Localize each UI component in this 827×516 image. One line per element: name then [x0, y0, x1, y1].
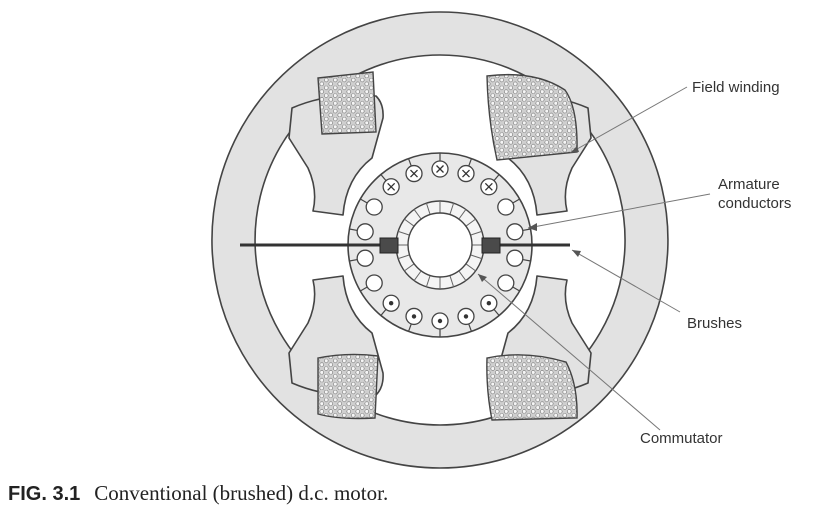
commutator-segment-divider — [449, 275, 455, 288]
commutator-segment-divider — [425, 275, 431, 288]
armature-conductor — [360, 274, 383, 292]
commutator-segment-divider — [470, 230, 483, 236]
armature-conductor — [405, 158, 423, 183]
commutator-segment-divider — [470, 254, 483, 260]
armature-conductor — [380, 294, 400, 316]
armature-conductors — [349, 153, 531, 337]
leader-field-winding — [569, 86, 688, 154]
commutator-segment-divider — [397, 254, 410, 260]
armature-conductor — [431, 153, 449, 178]
shaft — [407, 212, 473, 278]
commutator-segment-divider — [413, 270, 422, 281]
label-commutator: Commutator — [640, 430, 723, 447]
leader-armature — [527, 193, 711, 229]
arrow-field-winding — [570, 146, 579, 153]
leader-commutator — [477, 273, 661, 431]
armature-conductor — [457, 158, 475, 183]
armature-conductor — [380, 174, 400, 196]
brush-right — [481, 237, 501, 254]
armature-conductor — [349, 223, 374, 241]
figure-caption-text: Conventional (brushed) d.c. motor. — [94, 481, 389, 505]
commutator-segments — [396, 201, 484, 289]
leader-brushes — [571, 249, 681, 313]
armature-conductor — [506, 249, 531, 267]
label-brushes: Brushes — [687, 315, 742, 332]
commutator-segment-divider — [425, 202, 431, 215]
commutator-segment-divider — [449, 202, 455, 215]
arrow-armature — [528, 223, 537, 231]
field-winding-bottom-left — [317, 353, 379, 420]
armature-conductor — [480, 294, 500, 316]
commutator-segment-divider — [404, 263, 415, 272]
label-armature-line1: Armature — [718, 176, 780, 193]
commutator-segment-divider — [397, 230, 410, 236]
armature-conductor — [506, 223, 531, 241]
armature-conductor — [457, 307, 475, 332]
label-field-winding: Field winding — [692, 79, 780, 96]
commutator-segment-divider — [465, 263, 476, 272]
armature-conductor — [349, 249, 374, 267]
figure-number: FIG. 3.1 — [8, 483, 81, 505]
brush-left — [379, 237, 399, 254]
armature-conductor — [497, 198, 520, 216]
figure-caption: FIG. 3.1 Conventional (brushed) d.c. moto… — [8, 481, 388, 506]
arrow-commutator — [478, 274, 487, 282]
armature-conductor — [405, 307, 423, 332]
field-winding-top-right — [486, 73, 578, 161]
commutator-segment-divider — [465, 218, 476, 227]
armature-conductor — [360, 198, 383, 216]
field-winding-top-left — [317, 71, 377, 135]
armature-conductor — [480, 174, 500, 196]
field-winding-bottom-right — [486, 354, 578, 421]
commutator-segment-divider — [404, 218, 415, 227]
label-armature-line2: conductors — [718, 195, 791, 212]
armature-conductor — [431, 312, 449, 337]
arrow-brushes — [572, 250, 581, 257]
armature-conductor — [497, 274, 520, 292]
commutator-segment-divider — [413, 209, 422, 220]
commutator-segment-divider — [458, 270, 467, 281]
commutator-segment-divider — [458, 209, 467, 220]
